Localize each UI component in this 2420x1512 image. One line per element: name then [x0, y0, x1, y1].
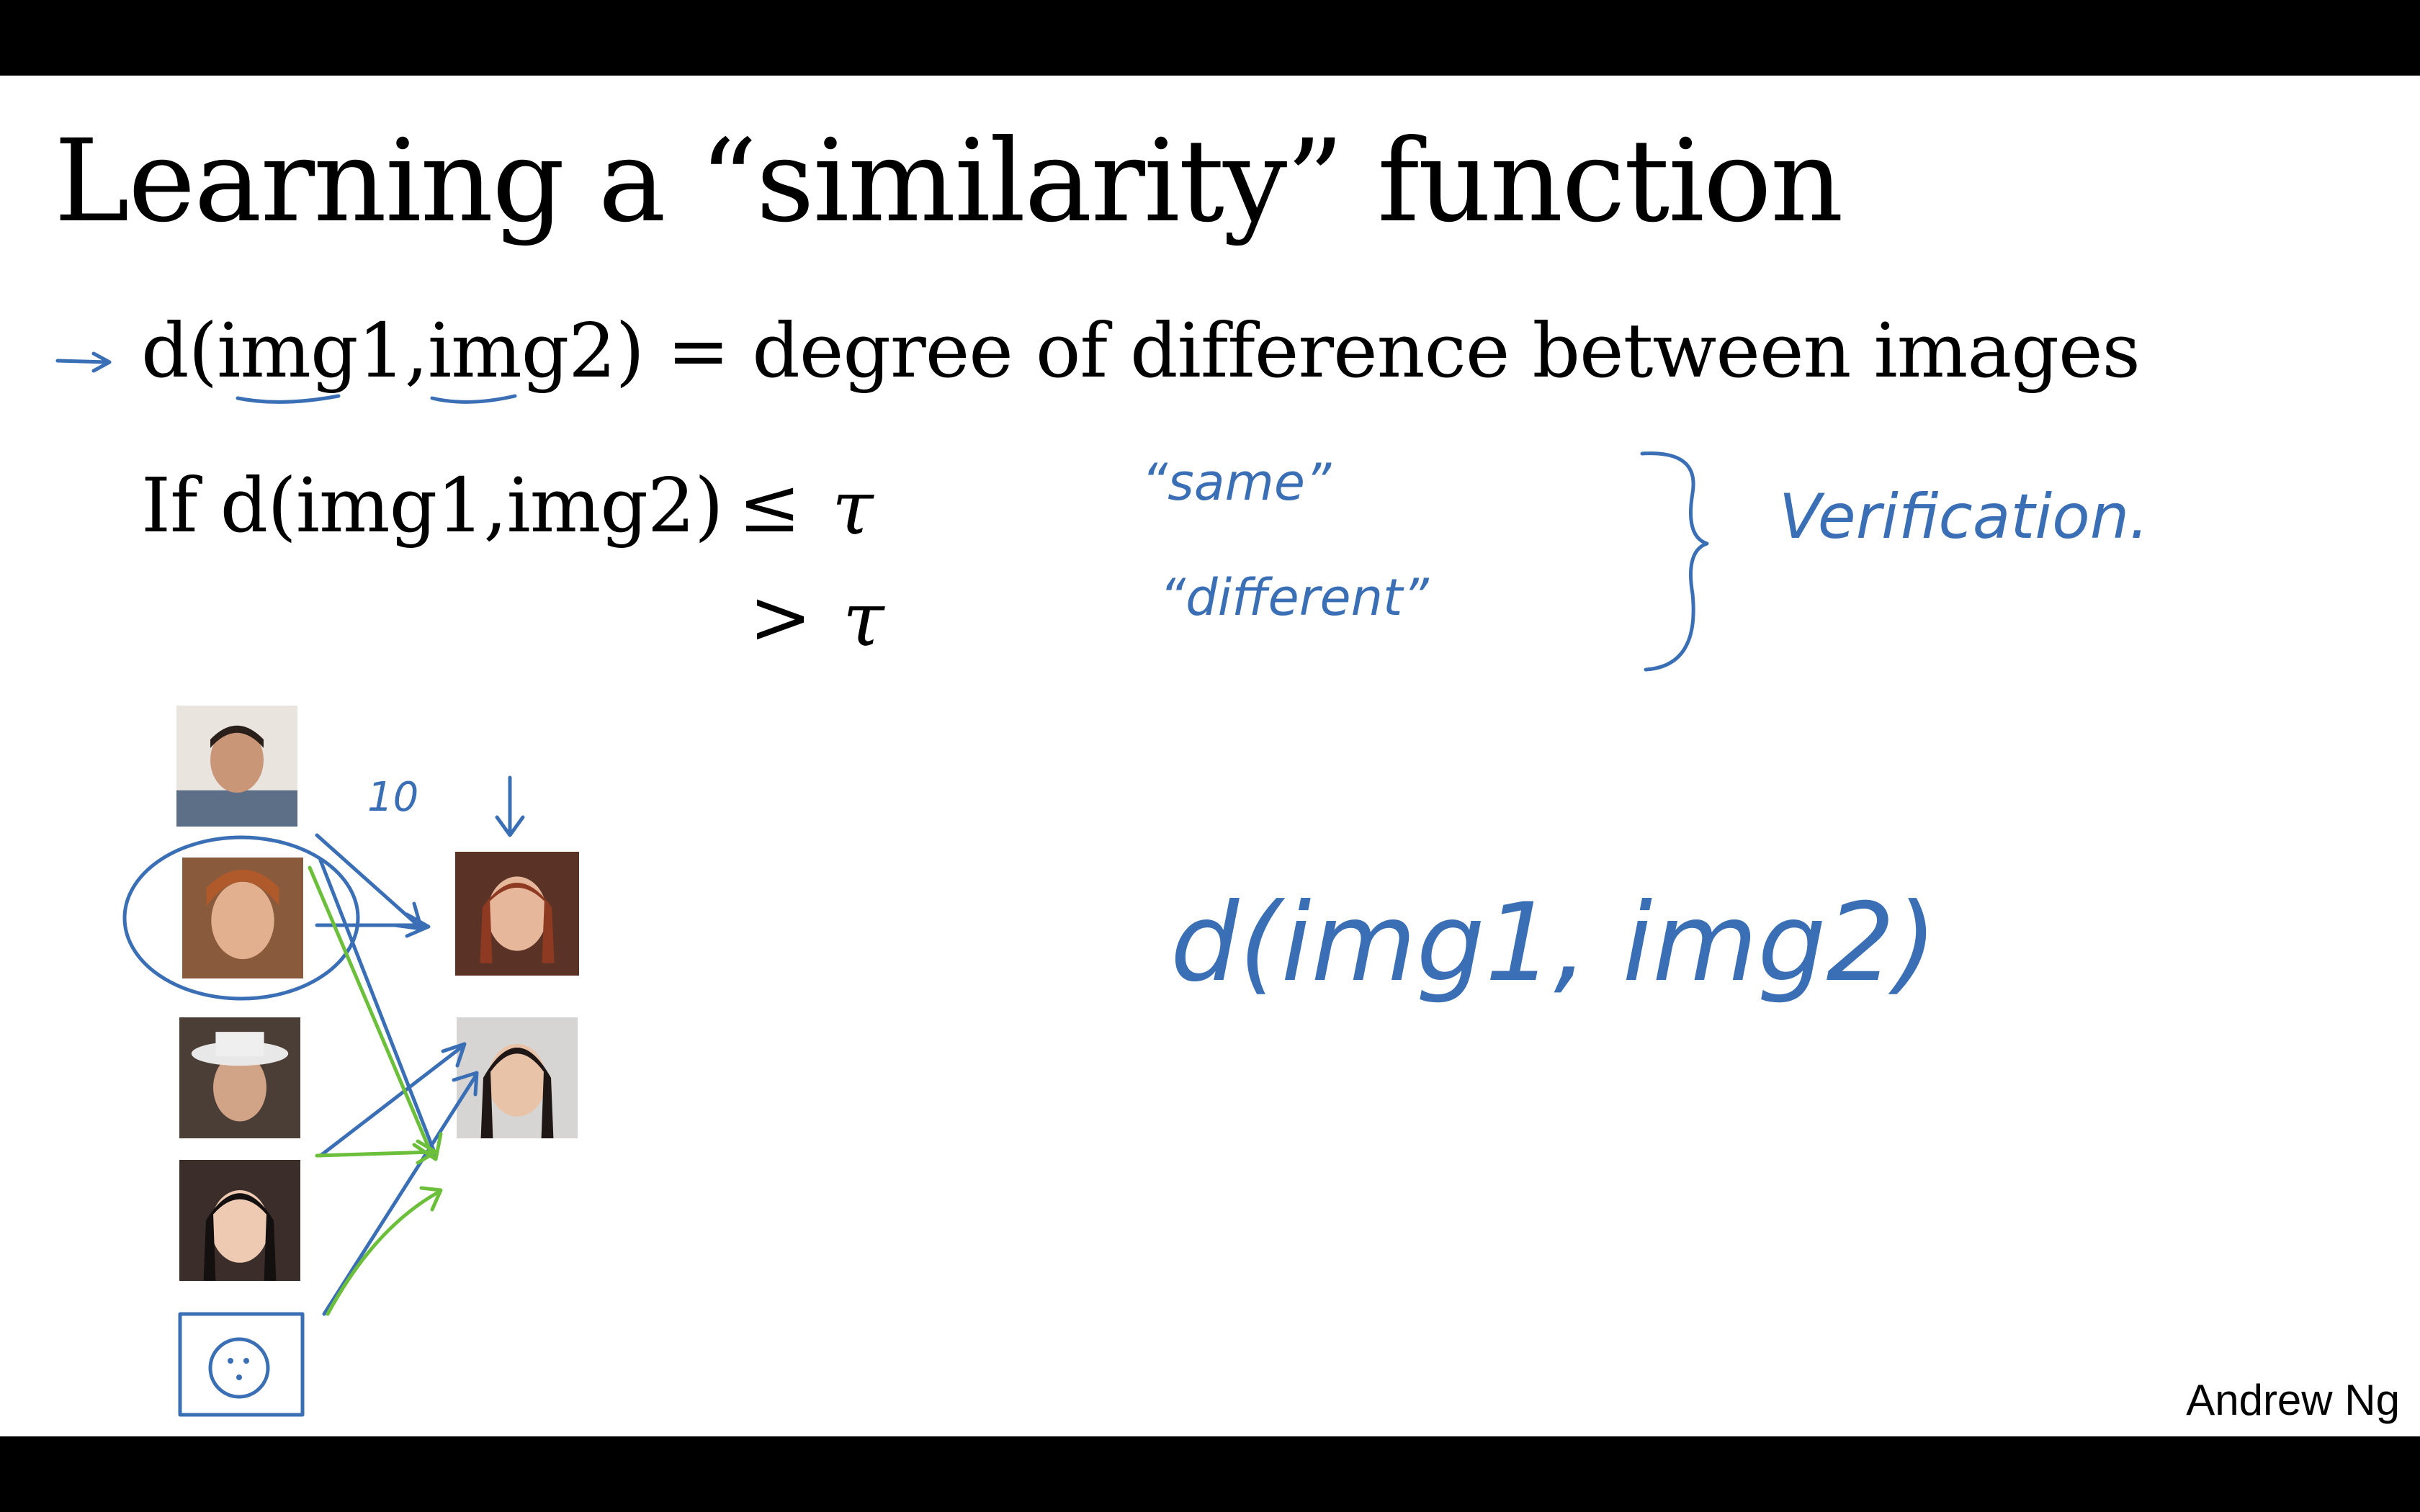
underline-img1 — [236, 394, 341, 404]
green-arrow-3 — [326, 1186, 443, 1316]
pen-annotations — [55, 351, 1709, 1417]
face-image-man-hat — [174, 1017, 305, 1138]
label-different: “different” — [1160, 568, 1429, 627]
face-image-target-woman-2 — [452, 1017, 582, 1138]
underline-img2 — [430, 394, 517, 404]
less-equal-symbol: ≤ — [738, 462, 802, 549]
label-d-expression: d(img1, img2) — [1170, 881, 1937, 1006]
slide-canvas: Learning a “similarity” function d(img1,… — [0, 76, 2420, 1436]
definition-line: d(img1,img2) = degree of difference betw… — [141, 307, 2141, 395]
arrow-hat — [318, 1042, 467, 1158]
tau-symbol-1: τ — [832, 464, 874, 552]
doodle-face — [208, 1337, 270, 1399]
greater-symbol: > — [749, 573, 812, 661]
arrow-10 — [315, 833, 424, 931]
face-image-asian-woman — [174, 1160, 305, 1281]
green-arrow-2 — [315, 1139, 438, 1165]
doodle-box — [178, 1312, 305, 1417]
label-ten: 10 — [367, 774, 419, 821]
top-letterbox — [0, 0, 2420, 76]
face-image-man-smiling — [173, 706, 301, 827]
arrow-same — [315, 912, 431, 938]
down-arrow-ink — [495, 775, 525, 837]
bullet-arrow-ink — [55, 351, 112, 373]
face-image-red-hair-woman — [177, 858, 308, 978]
slide-title: Learning a “similarity” function — [54, 115, 1844, 248]
author-label: Andrew Ng — [2186, 1376, 2400, 1424]
label-same: “same” — [1142, 453, 1332, 512]
face-image-target-woman-1 — [452, 852, 582, 976]
green-arrow-1 — [308, 865, 443, 1161]
arrow-back — [318, 858, 438, 1158]
bottom-letterbox — [0, 1436, 2420, 1512]
condition-text: If d(img1,img2) — [141, 462, 724, 549]
brace-ink — [1640, 451, 1709, 672]
label-verification: Verification. — [1779, 481, 2149, 553]
tau-symbol-2: τ — [843, 575, 884, 663]
